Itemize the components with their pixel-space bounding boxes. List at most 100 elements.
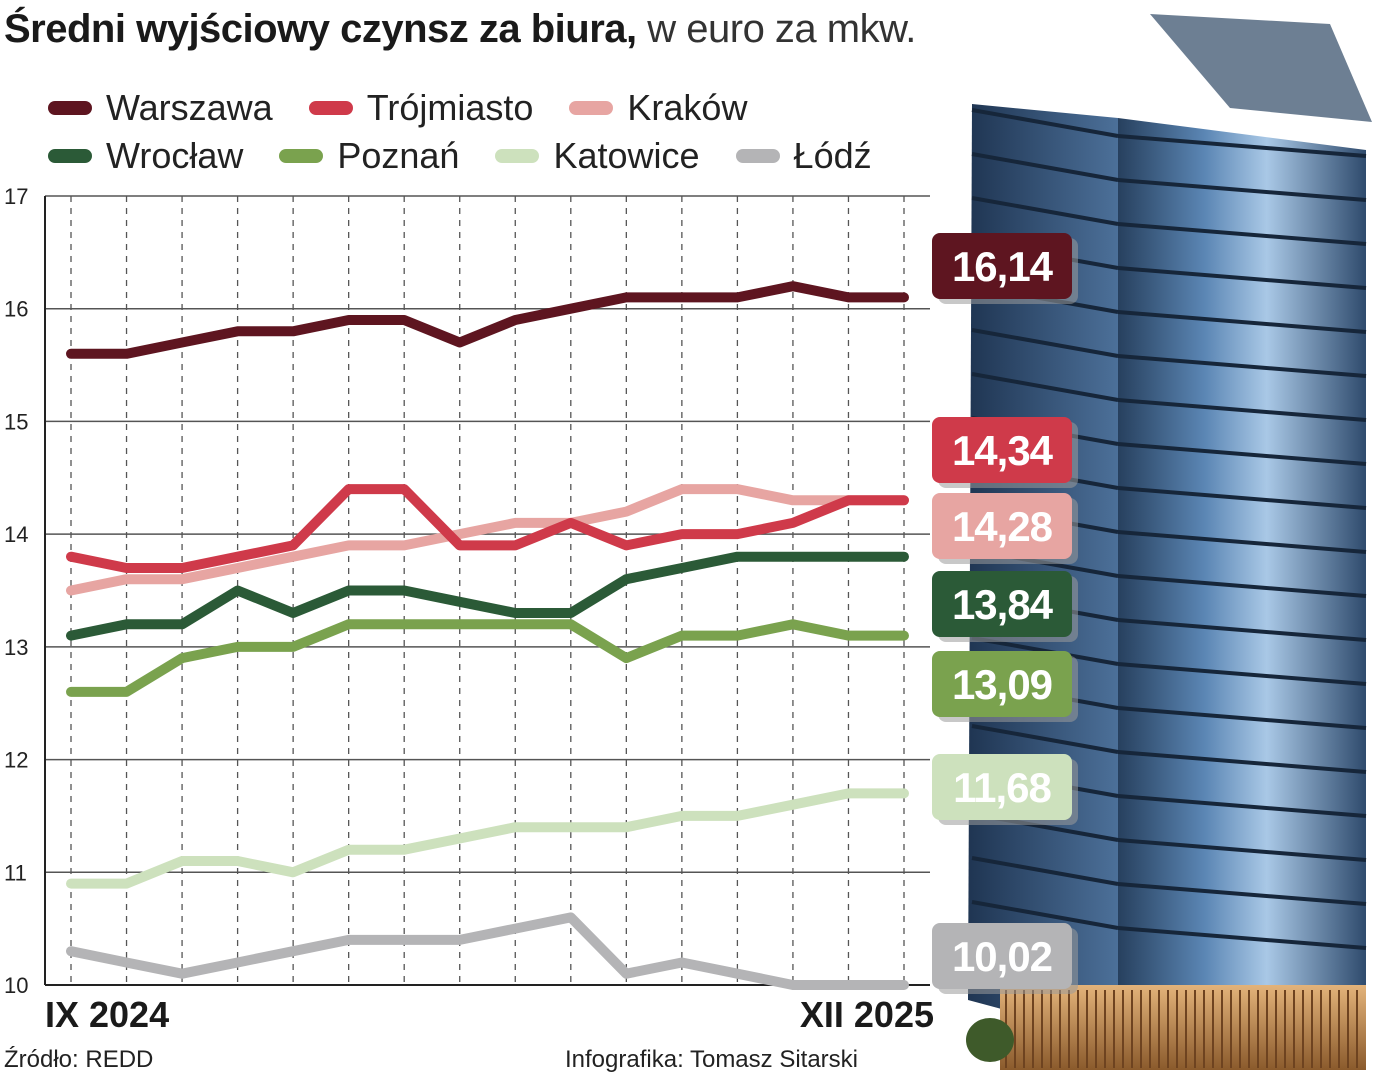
x-axis-ticks: IX 2024 XII 2025: [45, 994, 934, 1035]
y-tick-label-16: 16: [4, 297, 28, 322]
value-badge-krakow: 14,28: [932, 493, 1078, 564]
legend: Warszawa Trójmiasto Kraków Wrocław Pozna…: [48, 84, 928, 180]
building-floor-lines: [971, 108, 1367, 950]
source-note: Źródło: REDD: [4, 1046, 154, 1073]
value-badge-trojmiasto: 14,34: [932, 417, 1078, 488]
legend-swatch-poznan: [279, 149, 324, 163]
value-badge-box: [932, 417, 1072, 483]
value-badge-label: 10,02: [952, 933, 1052, 980]
legend-item-lodz: Łódź: [735, 135, 872, 177]
x-tick-label-end: XII 2025: [800, 994, 934, 1035]
legend-swatch-katowice: [495, 149, 540, 163]
series-line-lodz: [66, 912, 909, 990]
chart-title-main: Średni wyjściowy czynsz za biura,: [4, 7, 637, 51]
series-line-poznan: [66, 619, 909, 697]
x-tick-label-start: IX 2024: [45, 994, 169, 1035]
building-floor-line: [971, 152, 1119, 182]
legend-item-krakow: Kraków: [569, 87, 747, 129]
legend-label-katowice: Katowice: [553, 135, 700, 176]
building-floor-line: [971, 196, 1119, 226]
value-badge-label: 16,14: [952, 243, 1054, 290]
building-floor-line: [971, 724, 1119, 754]
building-floor-line: [1117, 574, 1367, 598]
y-tick-label-10: 10: [4, 973, 28, 998]
value-badge-warszawa: 16,14: [932, 233, 1078, 304]
building-floor-line: [1117, 530, 1367, 554]
legend-swatch-wroclaw: [48, 149, 92, 163]
chart-title: Średni wyjściowy czynsz za biura, w euro…: [4, 6, 916, 52]
value-badge-label: 14,28: [952, 503, 1053, 550]
building-floor-line: [1117, 354, 1367, 378]
y-tick-label-11: 11: [4, 860, 27, 885]
building-lobby-slats: [1005, 990, 1358, 1068]
building-floor-line: [1117, 442, 1367, 466]
building-floor-line: [1117, 134, 1367, 158]
value-badge-box: [932, 923, 1072, 989]
series-line-trojmiasto: [66, 484, 909, 573]
building-floor-line: [1117, 398, 1367, 422]
tree-shrub: [966, 1018, 1014, 1062]
series-lines: [66, 281, 909, 990]
building-floor-line: [1117, 926, 1367, 950]
legend-label-krakow: Kraków: [627, 87, 748, 128]
building-roof-panel: [1150, 14, 1372, 122]
value-badge-lodz: 10,02: [932, 923, 1078, 994]
credit-note: Infografika: Tomasz Sitarski: [565, 1046, 859, 1073]
building-floor-line: [1117, 486, 1367, 510]
value-badge-box: [932, 233, 1072, 299]
building-floor-line: [1117, 266, 1367, 290]
legend-label-poznan: Poznań: [337, 135, 460, 176]
legend-item-warszawa: Warszawa: [48, 87, 273, 129]
y-tick-label-15: 15: [4, 409, 28, 434]
y-tick-label-12: 12: [4, 748, 28, 773]
legend-item-wroclaw: Wrocław: [48, 135, 243, 177]
building-floor-line: [971, 372, 1119, 402]
building-floor-line: [1117, 618, 1367, 642]
value-badges: 16,14 14,34 14,28 13,84 13,09 11,68 10,02: [932, 233, 1078, 994]
building-floor-line: [1117, 662, 1367, 686]
series-line-warszawa: [66, 281, 909, 359]
legend-swatch-lodz: [735, 149, 780, 163]
value-badge-box: [932, 493, 1072, 559]
building-floor-line: [971, 108, 1119, 138]
y-tick-label-13: 13: [4, 635, 28, 660]
legend-swatch-trojmiasto: [308, 101, 353, 115]
value-badge-label: 14,34: [952, 427, 1054, 474]
value-badge-box: [932, 571, 1072, 637]
building-floor-line: [1117, 178, 1367, 202]
legend-row-2: Wrocław Poznań Katowice Łódź: [48, 132, 928, 180]
y-tick-label-17: 17: [4, 184, 28, 209]
value-badge-katowice: 11,68: [932, 754, 1078, 825]
building-floor-line: [971, 856, 1119, 886]
building-floor-line: [1117, 882, 1367, 906]
legend-label-wroclaw: Wrocław: [106, 135, 244, 176]
legend-item-trojmiasto: Trójmiasto: [308, 87, 534, 129]
series-line-katowice: [66, 788, 909, 889]
value-badge-label: 11,68: [953, 764, 1051, 811]
value-badge-box: [932, 651, 1072, 717]
building-floor-line: [1117, 706, 1367, 730]
legend-label-trojmiasto: Trójmiasto: [366, 87, 534, 128]
value-badge-label: 13,09: [952, 661, 1052, 708]
series-line-krakow: [66, 484, 909, 596]
building-floor-line: [1117, 838, 1367, 862]
legend-item-katowice: Katowice: [495, 135, 700, 177]
legend-row-1: Warszawa Trójmiasto Kraków: [48, 84, 928, 132]
chart-title-unit: w euro za mkw.: [647, 7, 916, 51]
legend-label-lodz: Łódź: [793, 135, 872, 176]
building-floor-line: [1117, 222, 1367, 246]
value-badge-label: 13,84: [952, 581, 1054, 628]
y-tick-label-14: 14: [4, 522, 28, 547]
value-badge-box: [932, 754, 1072, 820]
building-floor-line: [1117, 794, 1367, 818]
series-line-wroclaw: [66, 551, 909, 641]
legend-swatch-krakow: [569, 101, 614, 115]
building-floor-line: [1117, 310, 1367, 334]
value-badge-poznan: 13,09: [932, 651, 1078, 722]
building-floor-line: [971, 900, 1119, 930]
legend-label-warszawa: Warszawa: [106, 87, 273, 128]
legend-swatch-warszawa: [48, 101, 92, 115]
y-axis-ticks: 10 11 12 13 14 15 16 17: [4, 184, 28, 998]
value-badge-wroclaw: 13,84: [932, 571, 1078, 642]
